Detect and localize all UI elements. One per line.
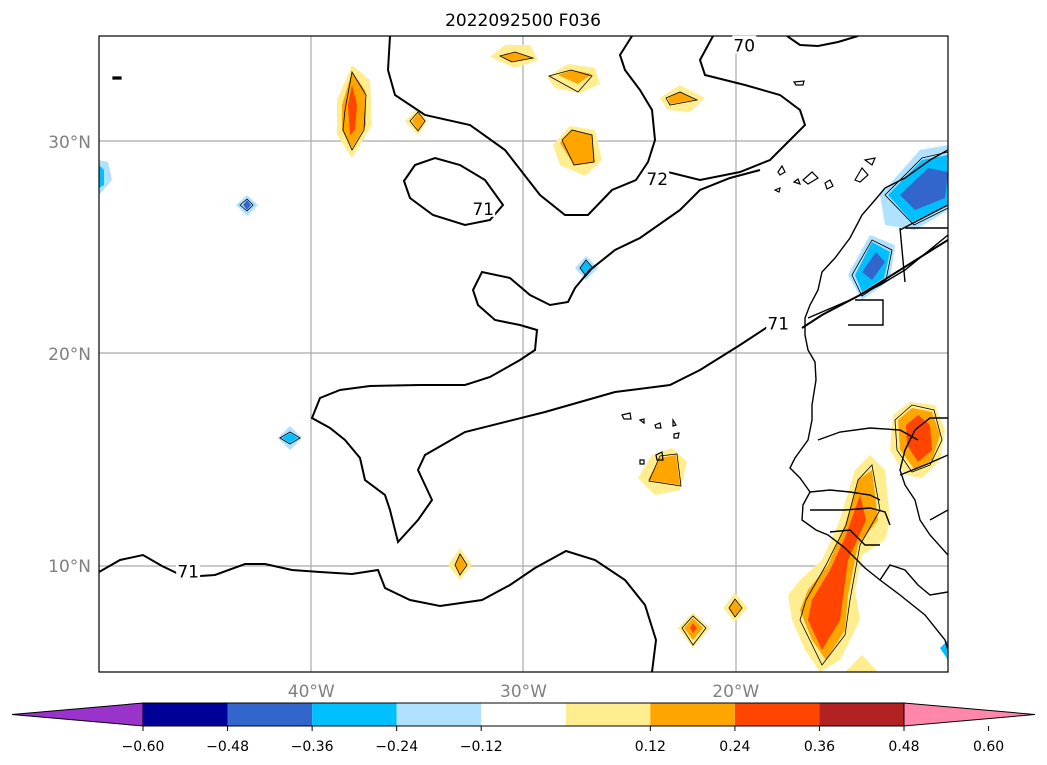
fill-patch [690, 623, 697, 633]
fill-patch [808, 495, 866, 650]
lon-label: 20°W [712, 682, 759, 702]
colorbar-tick-label: −0.48 [206, 739, 249, 755]
negative-anomaly-fills [99, 145, 948, 660]
contour-labels: 70 72 71 71 71 [176, 35, 791, 582]
contour-label: 71 [767, 314, 789, 334]
contour-label-bg [645, 169, 670, 188]
colorbar-tick-label: −0.12 [460, 739, 503, 755]
map-frame [98, 35, 949, 673]
contour-label: 70 [733, 37, 755, 57]
contour-label-bg [732, 35, 757, 54]
colorbar-tick-label: 0.24 [719, 739, 750, 755]
latitude-labels: 30°N 20°N 10°N [48, 133, 91, 577]
border-line [929, 509, 948, 521]
lat-label: 30°N [48, 133, 91, 153]
colorbar-tick-label: 0.48 [888, 739, 919, 755]
lat-label: 10°N [48, 557, 91, 577]
lat-label: 20°N [48, 345, 91, 365]
fill-patch [580, 261, 593, 275]
coastlines [789, 149, 948, 651]
fill-patch [282, 433, 298, 443]
border-line [829, 529, 880, 546]
colorbar-frame [142, 702, 905, 727]
colorbar-segment [396, 703, 482, 726]
colorbar-tick-label: −0.24 [375, 739, 418, 755]
africa-coast [789, 149, 948, 651]
fill-patch [348, 85, 357, 135]
contour-label: 71 [472, 200, 494, 220]
colorbar-segment [312, 703, 397, 726]
anomaly-contour-lines [239, 51, 948, 666]
fill-patch [845, 655, 878, 672]
colorbar-segment [819, 703, 904, 726]
fill-patch [243, 200, 251, 210]
colorbar: −0.60 −0.48 −0.36 −0.24 −0.12 0.12 0.24 0.36 0.4… [11, 702, 1036, 755]
border-line [848, 299, 884, 326]
border-line [817, 427, 919, 441]
colorbar-extend-low [11, 702, 144, 727]
fill-patch [668, 92, 695, 104]
contour-label: 72 [646, 170, 668, 190]
colorbar-segment [565, 703, 651, 726]
border-line [809, 489, 881, 501]
contour-72 [386, 36, 657, 216]
map-panel: 70 72 71 71 71 30°N 20°N 10°N 40°W 30°W 20°W [48, 35, 949, 702]
contour-71-main [310, 169, 776, 545]
border-line [899, 454, 948, 476]
fill-patch [900, 168, 948, 210]
colorbar-extend-high [903, 702, 1036, 727]
fill-patch [648, 455, 680, 485]
border-line [879, 564, 948, 596]
positive-anomaly-fills [337, 45, 945, 672]
border-line [807, 234, 948, 319]
fill-patch [412, 113, 424, 130]
colorbar-tick-label: 0.12 [635, 739, 666, 755]
colorbar-tick-label: −0.60 [122, 739, 165, 755]
lon-label: 40°W [288, 682, 335, 702]
colorbar-tick-label: 0.36 [804, 739, 835, 755]
contour-71-shore [801, 239, 948, 329]
colorbar-segment [650, 703, 735, 726]
contour-71-closed [402, 156, 505, 227]
colorbar-segment [734, 703, 820, 726]
border-line [899, 204, 948, 231]
figure-title: 2022092500 F036 [445, 11, 601, 31]
islands [112, 76, 877, 465]
fill-patch [560, 130, 595, 165]
fill-patch [99, 165, 104, 188]
lon-label: 30°W [500, 682, 547, 702]
longitude-labels: 40°W 30°W 20°W [288, 682, 760, 702]
border-line [899, 417, 948, 556]
border-line [899, 227, 906, 283]
border-line [810, 507, 891, 526]
colorbar-tick-label: 0.60 [973, 739, 1004, 755]
contour-label-bg [471, 198, 496, 217]
colorbar-segment [143, 703, 228, 726]
contour-70 [786, 36, 859, 48]
contour-72-east [655, 36, 807, 182]
fill-patch [862, 252, 885, 280]
contour-label: 71 [177, 562, 199, 582]
fill-patch [906, 415, 932, 462]
colorbar-segment [481, 703, 566, 726]
colorbar-tick-label: −0.36 [291, 739, 334, 755]
contour-label-bg [176, 561, 201, 580]
contour-label-bg [766, 313, 791, 332]
colorbar-segment [227, 703, 313, 726]
